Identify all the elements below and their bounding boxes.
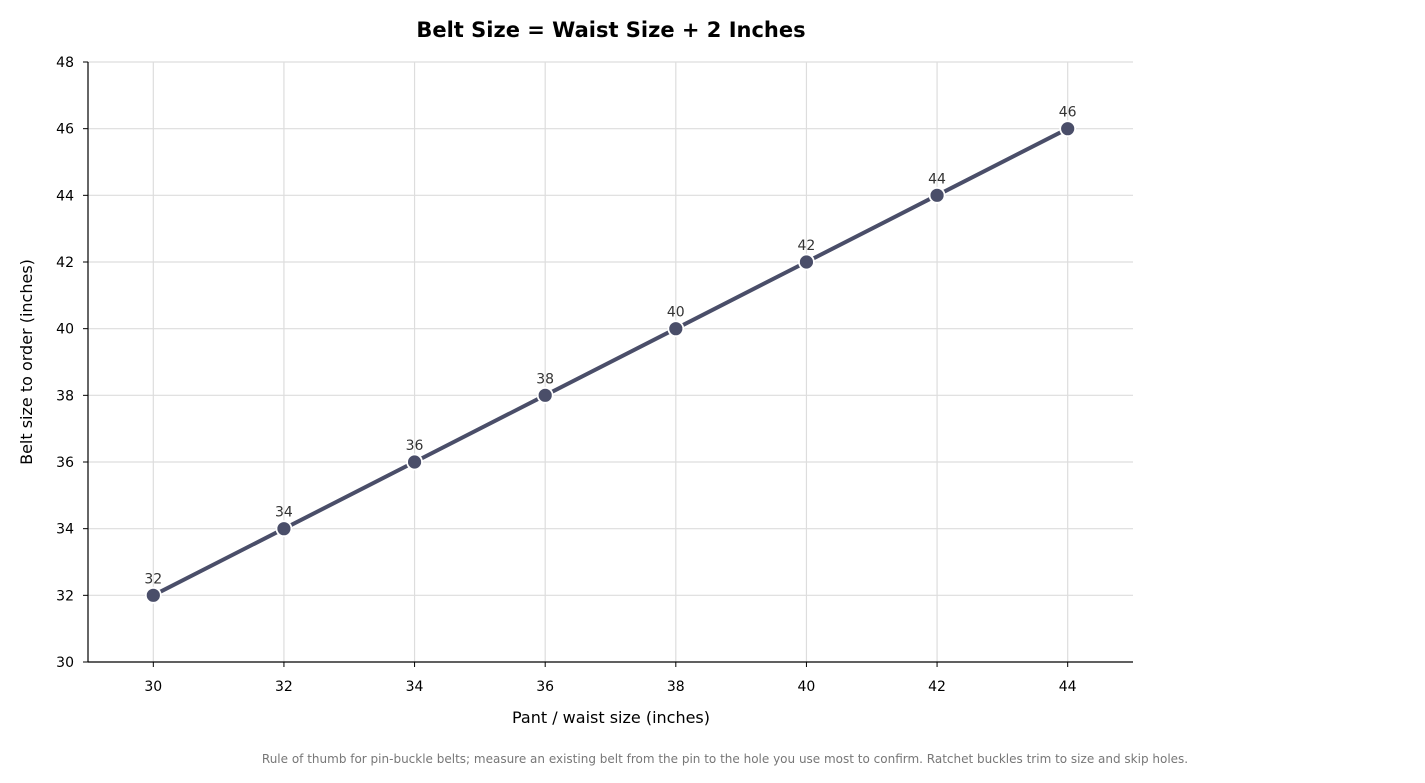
- data-label: 34: [275, 505, 293, 521]
- y-tick-label: 36: [56, 455, 74, 471]
- grid: [88, 61, 1133, 662]
- y-tick-label: 32: [56, 588, 74, 604]
- data-labels: 32 34 36 38 40 42 44 46: [144, 105, 1076, 588]
- y-tick-label: 30: [56, 655, 74, 671]
- x-tick-label: 38: [667, 679, 685, 695]
- data-label: 40: [667, 305, 685, 321]
- y-tick-label: 42: [56, 255, 74, 271]
- y-tick-label: 34: [56, 522, 74, 538]
- y-tick-label: 38: [56, 388, 74, 404]
- data-label: 46: [1059, 105, 1077, 121]
- chart-title: Belt Size = Waist Size + 2 Inches: [416, 18, 805, 42]
- y-tick-label: 48: [56, 55, 74, 71]
- data-point: [1059, 120, 1077, 138]
- x-tick-label: 36: [536, 679, 554, 695]
- x-tick-label: 30: [144, 679, 162, 695]
- data-point: [406, 453, 423, 471]
- y-tick-label: 40: [56, 322, 74, 338]
- data-label: 44: [928, 171, 946, 187]
- data-point: [667, 320, 685, 338]
- series: [144, 120, 1077, 604]
- series-line: [151, 126, 1070, 598]
- y-tick-label: 44: [56, 188, 74, 204]
- data-point: [536, 386, 554, 404]
- data-point: [144, 586, 162, 604]
- data-label: 36: [406, 438, 424, 454]
- x-tick-label: 40: [798, 679, 816, 695]
- y-axis-label: Belt size to order (inches): [17, 259, 36, 465]
- y-tick-label: 46: [56, 122, 74, 138]
- x-tick-label: 34: [406, 679, 424, 695]
- x-axis-label: Pant / waist size (inches): [512, 708, 710, 727]
- data-label: 38: [536, 371, 554, 387]
- data-point: [275, 520, 293, 538]
- data-label: 32: [144, 571, 162, 587]
- data-label: 42: [798, 238, 816, 254]
- data-point: [798, 253, 815, 271]
- tick-labels: 30 32 34 36 38 40 42 44 30 32 34 36 38 40 42 44 46 48: [56, 55, 1077, 695]
- x-tick-label: 42: [928, 679, 946, 695]
- data-point: [928, 186, 946, 204]
- x-tick-label: 32: [275, 679, 293, 695]
- x-tick-label: 44: [1059, 679, 1077, 695]
- footnote: Rule of thumb for pin-buckle belts; meas…: [262, 752, 1188, 766]
- axes: [83, 61, 1133, 667]
